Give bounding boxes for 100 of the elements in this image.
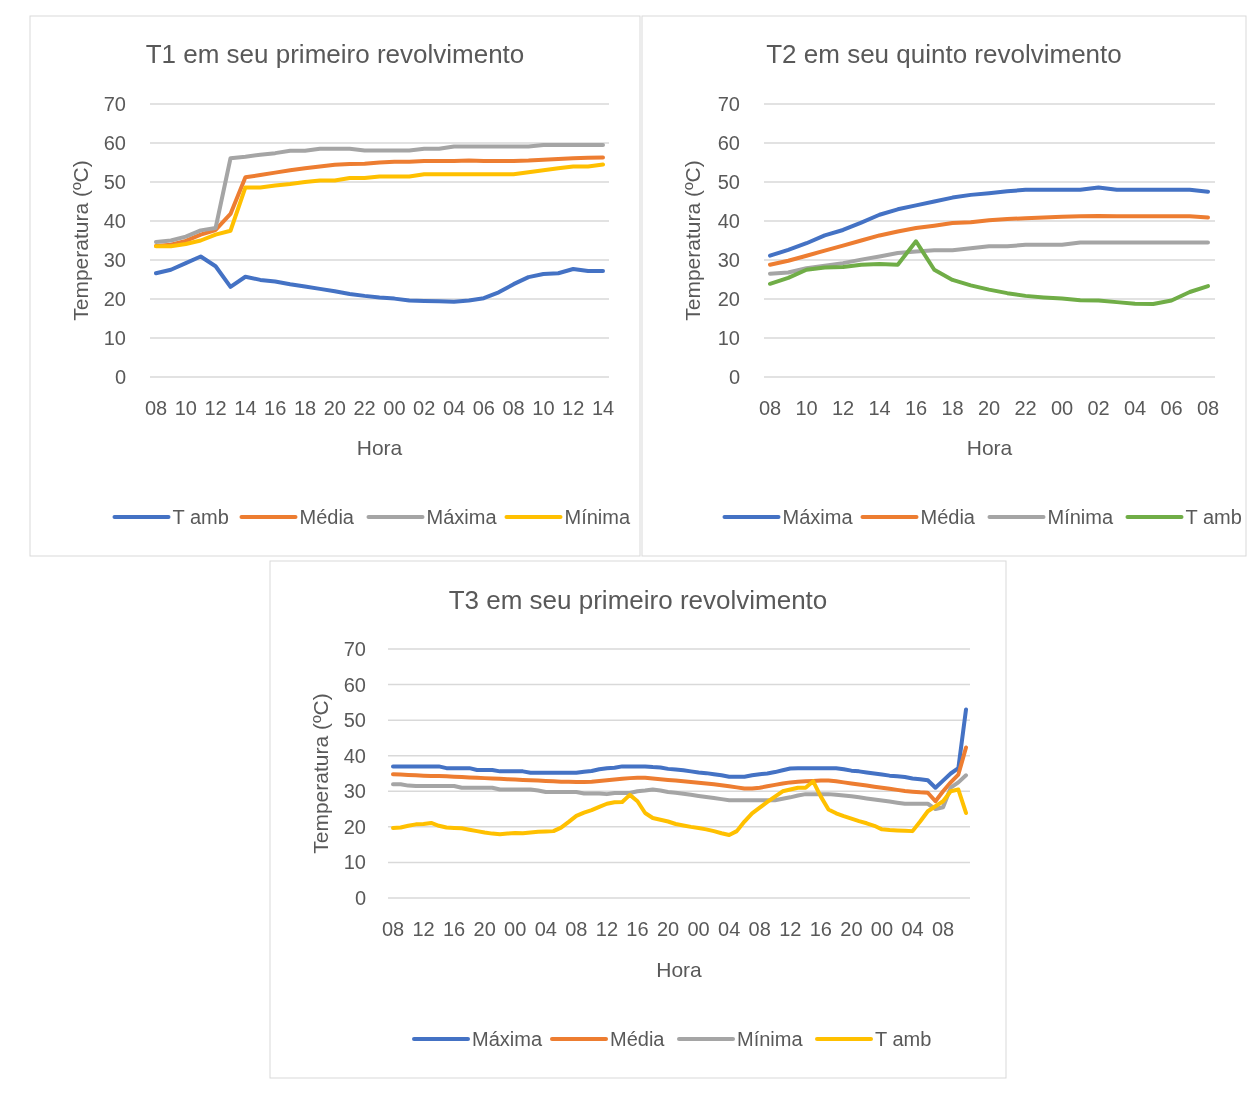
x-tick-label: 12: [562, 397, 585, 419]
x-tick-label: 12: [595, 918, 619, 940]
y-tick-label: 10: [103, 327, 126, 349]
x-tick-label: 12: [204, 397, 227, 419]
x-tick-label: 08: [758, 397, 782, 419]
x-tick-label: 20: [473, 918, 496, 940]
x-tick-label: 20: [840, 918, 863, 940]
x-tick-label: 06: [1160, 397, 1183, 419]
legend-label: Máxima: [426, 506, 498, 528]
y-tick-label: 40: [343, 744, 366, 767]
x-tick-label: 22: [1014, 397, 1037, 419]
x-tick-label: 04: [901, 918, 924, 940]
y-axis-title: Temperatura (ºC): [68, 160, 92, 321]
x-tick-label: 04: [1123, 397, 1147, 419]
x-tick-label: 18: [293, 397, 317, 419]
x-tick-label: 14: [234, 397, 257, 419]
line-series: [391, 745, 968, 804]
line-series: [154, 142, 605, 245]
legend-label: Máxima: [782, 506, 854, 528]
line-series: [768, 213, 1210, 267]
x-tick-label: 04: [534, 918, 557, 940]
x-tick-label: 00: [687, 918, 710, 940]
x-tick-label: 06: [472, 397, 495, 419]
x-tick-label: 14: [591, 397, 615, 419]
line-series: [768, 185, 1210, 258]
x-axis-title: Hora: [656, 957, 703, 981]
x-axis-title: Hora: [966, 435, 1013, 459]
x-tick-label: 08: [144, 397, 168, 419]
y-tick-label: 0: [354, 887, 366, 909]
x-tick-label: 08: [1196, 397, 1220, 419]
y-axis-title: Temperatura (ºC): [308, 693, 332, 854]
x-tick-label: 00: [1050, 397, 1074, 419]
x-tick-label: 20: [656, 918, 680, 940]
x-tick-label: 08: [381, 918, 405, 940]
x-tick-label: 00: [504, 918, 527, 940]
x-tick-label: 10: [532, 397, 555, 419]
legend-label: T amb: [1185, 506, 1242, 528]
chart-title: T1 em seu primeiro revolvimento: [145, 39, 525, 69]
x-tick-label: 16: [442, 918, 466, 940]
x-tick-label: 22: [353, 397, 376, 419]
legend-label: T amb: [875, 1028, 932, 1050]
chart-title: T3 em seu primeiro revolvimento: [448, 585, 828, 615]
y-tick-label: 30: [103, 249, 126, 271]
y-tick-label: 20: [103, 288, 126, 310]
y-tick-label: 20: [343, 815, 366, 838]
x-axis-title: Hora: [356, 435, 403, 459]
y-tick-label: 70: [717, 93, 740, 115]
y-tick-label: 60: [717, 132, 740, 154]
line-series: [391, 779, 968, 838]
legend-label: T amb: [172, 506, 229, 528]
x-tick-label: 00: [870, 918, 894, 940]
x-tick-label: 18: [941, 397, 964, 419]
x-tick-label: 16: [626, 918, 649, 940]
legend-label: Média: [299, 506, 355, 528]
x-tick-label: 14: [868, 397, 891, 419]
line-series: [768, 240, 1210, 276]
y-tick-label: 60: [103, 132, 126, 154]
legend-label: Mínima: [564, 506, 631, 528]
x-tick-label: 08: [748, 918, 771, 940]
legend-label: Média: [920, 506, 976, 528]
y-tick-label: 70: [343, 638, 366, 660]
legend-label: Mínima: [737, 1028, 804, 1050]
line-series: [154, 254, 605, 304]
x-tick-label: 10: [174, 397, 197, 419]
y-tick-label: 20: [717, 288, 740, 310]
y-tick-label: 10: [717, 327, 740, 349]
x-tick-label: 02: [1087, 397, 1110, 419]
y-tick-label: 0: [114, 366, 126, 388]
line-series: [768, 239, 1210, 307]
x-tick-label: 16: [264, 397, 287, 419]
y-tick-label: 60: [343, 673, 366, 696]
y-tick-label: 0: [728, 366, 740, 388]
x-tick-label: 20: [323, 397, 346, 419]
x-tick-label: 12: [831, 397, 855, 419]
legend-label: Máxima: [472, 1028, 543, 1050]
legend-label: Mínima: [1047, 506, 1114, 528]
y-tick-label: 50: [717, 171, 740, 193]
x-tick-label: 16: [809, 918, 832, 940]
x-tick-label: 02: [413, 397, 436, 419]
y-tick-label: 70: [103, 93, 126, 115]
x-tick-label: 04: [718, 918, 741, 940]
y-tick-label: 50: [103, 171, 126, 193]
x-tick-label: 00: [383, 397, 406, 419]
y-tick-label: 40: [103, 210, 126, 232]
chart-title: T2 em seu quinto revolvimento: [766, 39, 1122, 69]
y-tick-label: 40: [717, 210, 740, 232]
y-tick-label: 10: [343, 851, 366, 874]
line-series: [391, 773, 968, 812]
x-tick-label: 08: [931, 918, 955, 940]
x-tick-label: 12: [779, 918, 802, 940]
x-tick-label: 12: [412, 918, 435, 940]
y-axis-title: Temperatura (ºC): [680, 160, 704, 321]
x-tick-label: 08: [502, 397, 525, 419]
legend-label: Média: [610, 1028, 666, 1050]
y-tick-label: 30: [717, 249, 740, 271]
x-tick-label: 16: [904, 397, 928, 419]
y-tick-label: 50: [343, 709, 366, 732]
line-series: [391, 707, 968, 790]
x-tick-label: 04: [442, 397, 466, 419]
x-tick-label: 10: [795, 397, 818, 419]
